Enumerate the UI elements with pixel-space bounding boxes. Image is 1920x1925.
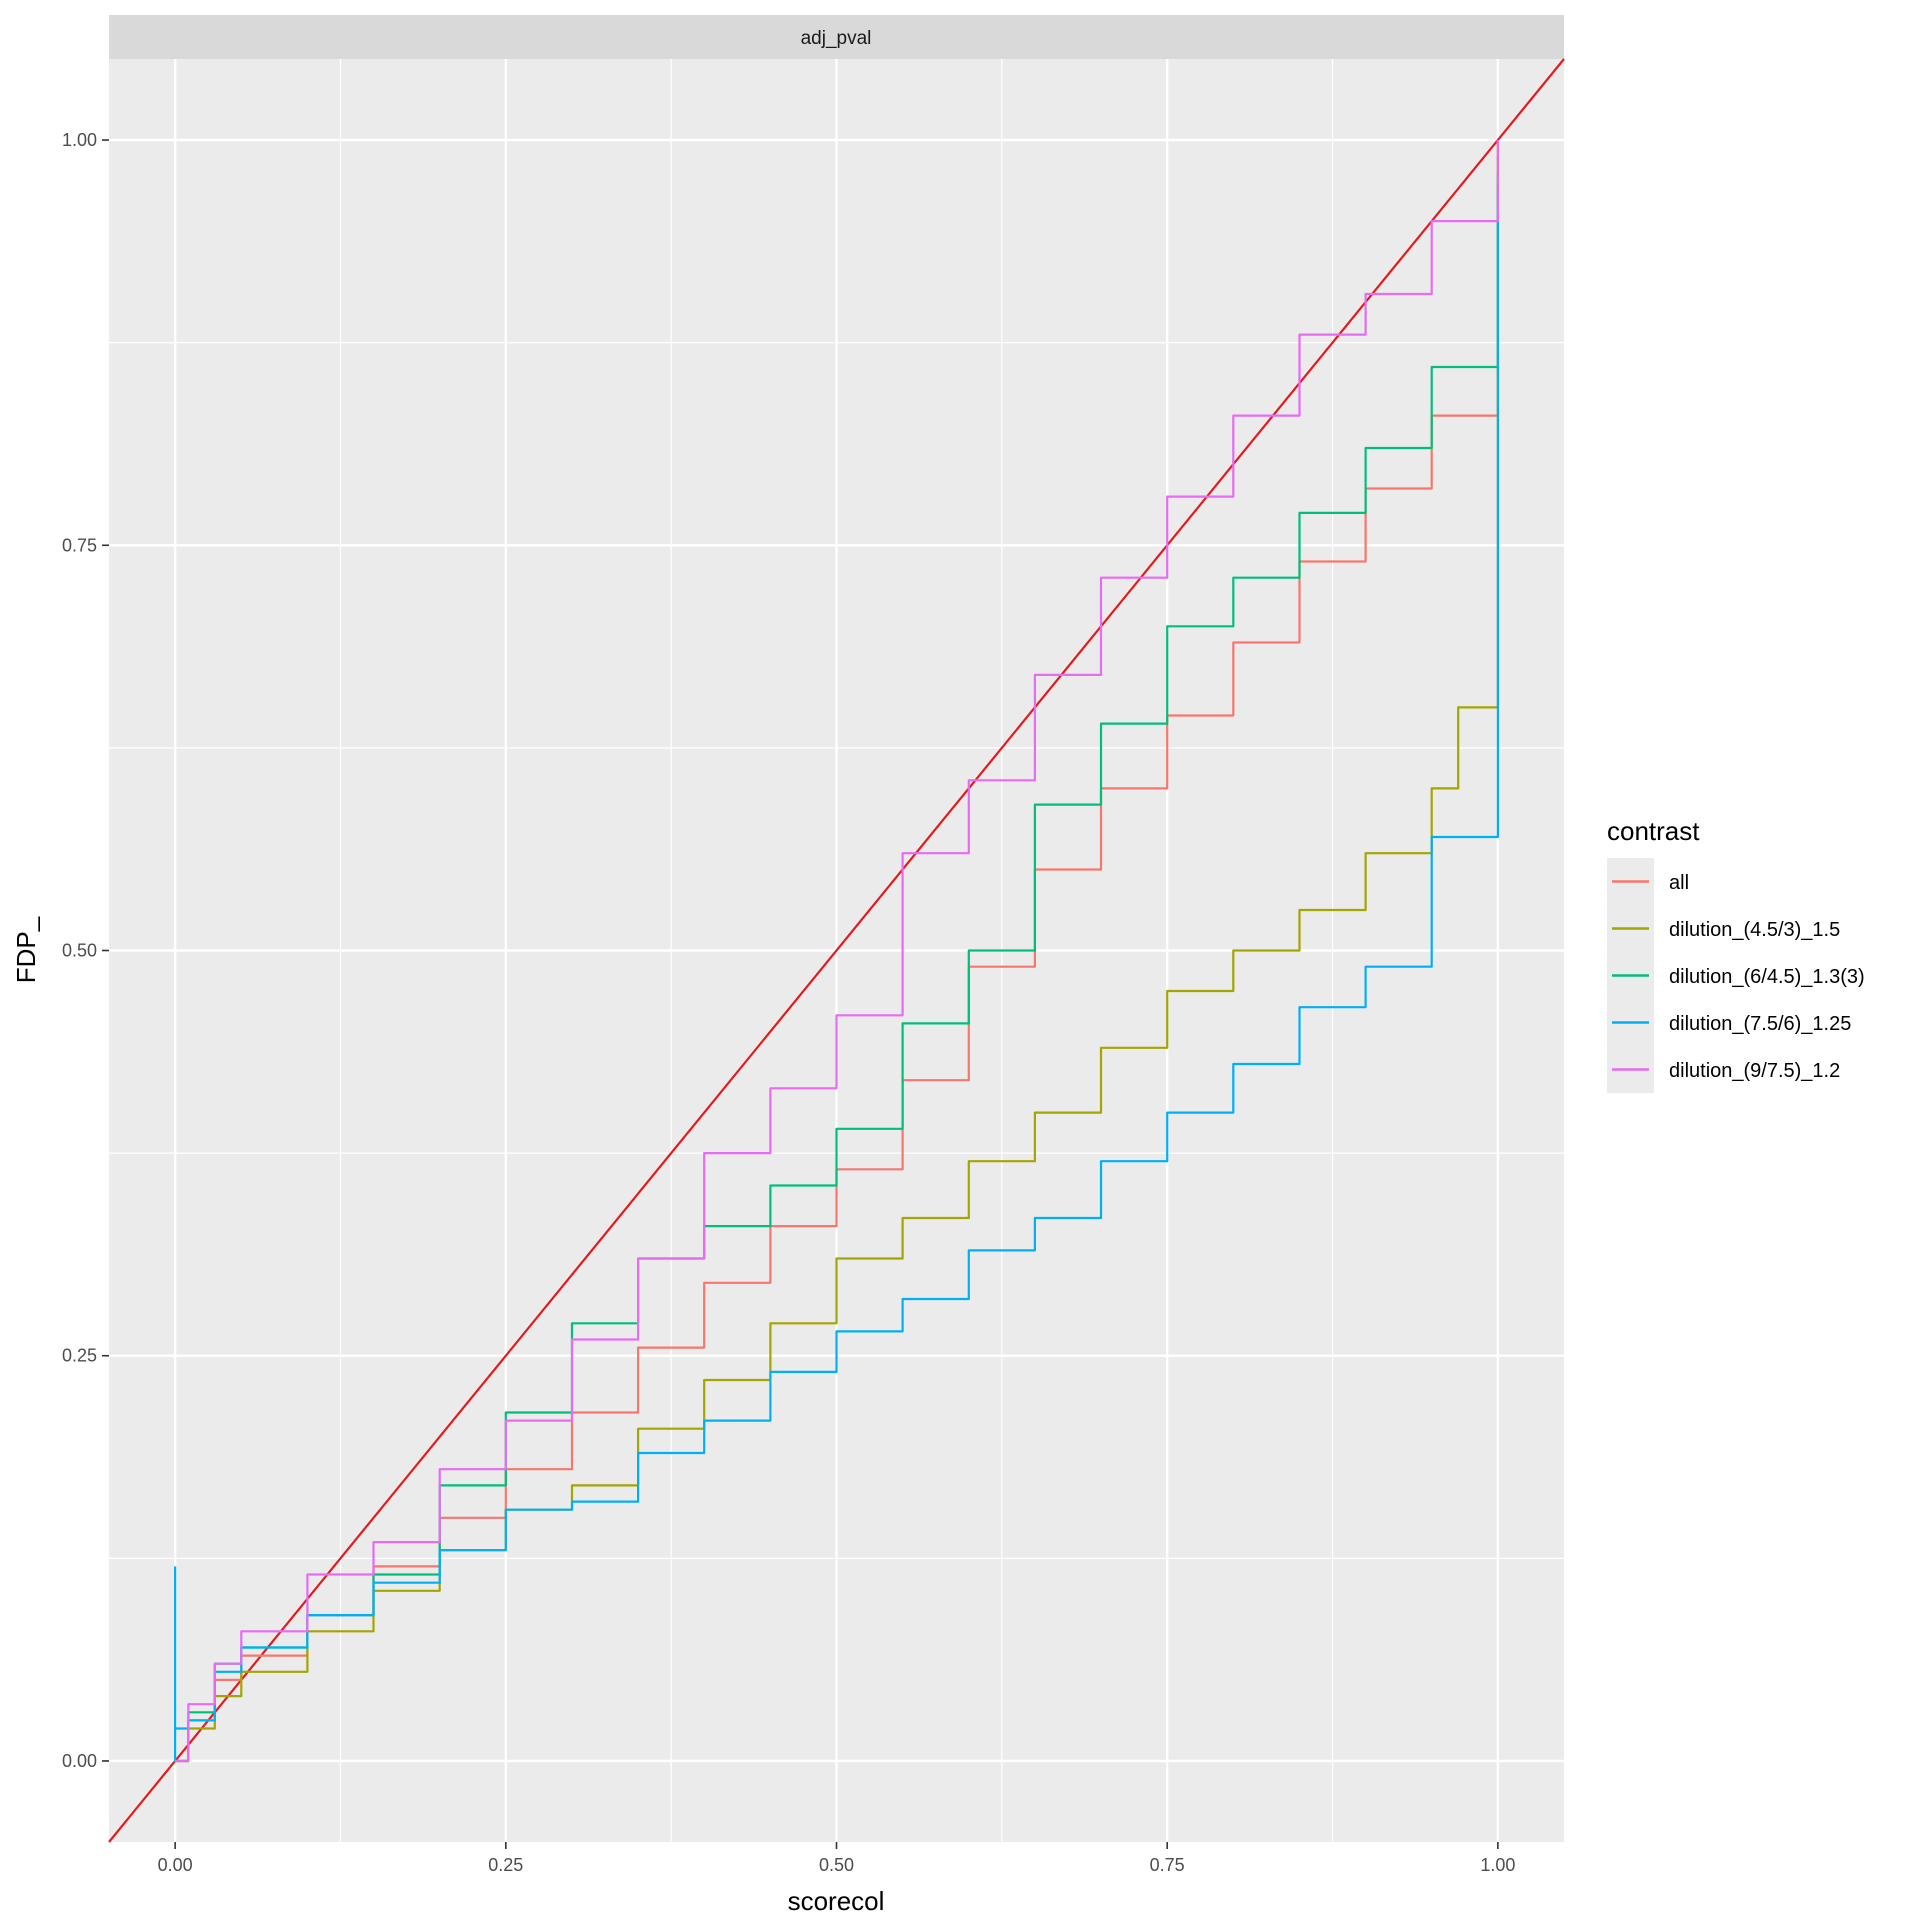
reference-line-layer (108, 58, 1565, 1843)
x-tick-label: 1.00 (1480, 1855, 1515, 1875)
y-tick-label: 0.25 (62, 1346, 97, 1366)
legend-item: dilution_(6/4.5)_1.3(3) (1607, 952, 1865, 999)
series-lines (174, 140, 1499, 1763)
legend-label: dilution_(4.5/3)_1.5 (1669, 919, 1840, 941)
legend-items: all dilution_(4.5/3)_1.5 dilution_(6/4.5)_… (1607, 858, 1865, 1093)
y-tick-label: 1.00 (62, 130, 97, 150)
legend-label: all (1669, 872, 1689, 894)
y-tick-label: 0.50 (62, 941, 97, 961)
y-axis-title: FDP_ (11, 916, 41, 983)
y-tick-label: 0.00 (62, 1751, 97, 1771)
reference-line (108, 58, 1565, 1843)
x-tick-label: 0.25 (488, 1855, 523, 1875)
x-tick-label: 0.75 (1150, 1855, 1185, 1875)
x-tick-label: 0.00 (158, 1855, 193, 1875)
legend-item: dilution_(4.5/3)_1.5 (1607, 905, 1840, 952)
x-tick-label: 0.50 (819, 1855, 854, 1875)
facet-label: adj_pval (801, 28, 872, 49)
legend-item: all (1607, 858, 1689, 905)
legend-item: dilution_(9/7.5)_1.2 (1607, 1046, 1840, 1093)
y-axis: 0.00 0.25 0.50 0.75 1.00 (62, 130, 109, 1771)
facet-strip (109, 15, 1564, 59)
legend-label: dilution_(6/4.5)_1.3(3) (1669, 966, 1865, 988)
x-axis-title: scorecol (788, 1886, 885, 1916)
series-line-dilution-9-7-5-1-2 (175, 140, 1499, 1763)
x-axis: 0.00 0.25 0.50 0.75 1.00 (158, 1842, 1515, 1875)
legend-item: dilution_(7.5/6)_1.25 (1607, 999, 1851, 1046)
y-tick-label: 0.75 (62, 535, 97, 555)
legend-label: dilution_(7.5/6)_1.25 (1669, 1013, 1851, 1035)
legend: contrast all dilution_(4.5/3)_1.5 dilution… (1607, 816, 1865, 1093)
legend-label: dilution_(9/7.5)_1.2 (1669, 1060, 1840, 1082)
legend-title: contrast (1607, 816, 1700, 846)
